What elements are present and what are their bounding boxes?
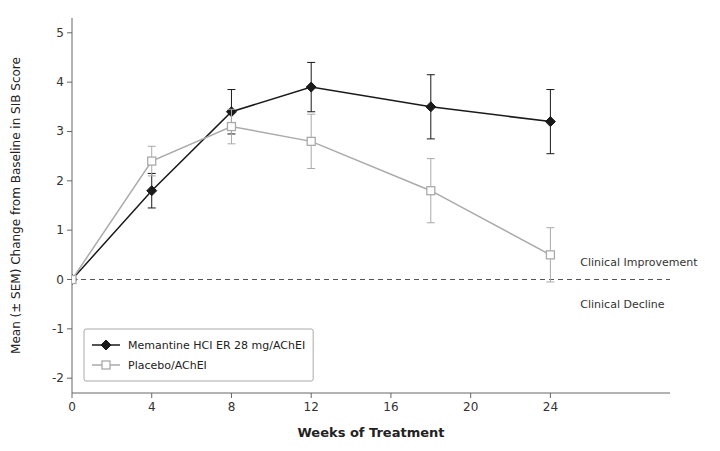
y-tick-label: -1	[52, 322, 64, 336]
y-tick-label: 2	[56, 174, 64, 188]
error-bar	[148, 146, 156, 176]
legend-label: Placebo/AChEI	[128, 359, 207, 372]
point-marker	[307, 137, 315, 145]
x-tick	[550, 393, 551, 398]
series-group	[72, 62, 555, 284]
x-tick-label: 4	[148, 400, 156, 414]
point-marker	[72, 275, 77, 285]
y-tick	[67, 230, 72, 231]
reference-line	[72, 279, 670, 280]
x-tick	[390, 393, 391, 398]
x-tick-label: 8	[228, 400, 236, 414]
point-marker	[72, 276, 76, 284]
point-marker	[545, 117, 555, 127]
y-tick-label: 4	[56, 75, 64, 89]
error-bar	[307, 114, 315, 168]
point-marker	[227, 123, 235, 131]
error-bar	[427, 75, 435, 139]
x-tick-label: 24	[543, 400, 558, 414]
x-tick	[311, 393, 312, 398]
y-tick-label: 1	[56, 223, 64, 237]
point-marker	[427, 187, 435, 195]
error-bar	[546, 228, 554, 282]
plot-area	[72, 62, 670, 284]
x-tick	[72, 393, 73, 398]
y-axis-label: Mean (± SEM) Change from Baseline in SIB…	[9, 57, 23, 354]
y-tick	[67, 180, 72, 181]
y-tick	[67, 378, 72, 379]
x-tick-label: 16	[383, 400, 398, 414]
legend-swatch-marker	[101, 340, 111, 350]
point-marker	[426, 102, 436, 112]
point-marker	[546, 251, 554, 259]
annotation: Clinical Improvement	[580, 256, 698, 269]
series-line	[72, 87, 550, 279]
annotation: Clinical Decline	[580, 298, 665, 311]
x-tick	[470, 393, 471, 398]
error-bar	[148, 173, 156, 208]
legend-label: Memantine HCI ER 28 mg/AChEI	[128, 339, 305, 352]
chart-svg: 04812162024-2-1012345Weeks of TreatmentM…	[0, 0, 720, 451]
y-axis-line	[72, 18, 73, 393]
x-tick-label: 0	[68, 400, 76, 414]
x-axis-label: Weeks of Treatment	[297, 425, 444, 440]
error-bar	[307, 62, 315, 111]
x-tick-label: 20	[463, 400, 478, 414]
x-tick-label: 12	[304, 400, 319, 414]
legend: Memantine HCI ER 28 mg/AChEI Placebo/AChE…	[84, 329, 313, 381]
y-tick	[67, 82, 72, 83]
y-tick-label: 3	[56, 124, 64, 138]
x-tick	[231, 393, 232, 398]
y-tick	[67, 131, 72, 132]
legend-swatch-marker	[102, 361, 110, 369]
series-group	[72, 109, 554, 283]
y-tick-label: 5	[56, 26, 64, 40]
y-tick-label: -2	[52, 371, 64, 385]
point-marker	[147, 186, 157, 196]
error-bar	[427, 159, 435, 223]
y-tick	[67, 32, 72, 33]
point-marker	[148, 157, 156, 165]
y-tick	[67, 279, 72, 280]
x-axis-line	[72, 393, 670, 394]
y-tick	[67, 328, 72, 329]
x-tick	[151, 393, 152, 398]
chart-container: 04812162024-2-1012345Weeks of TreatmentM…	[0, 0, 720, 451]
point-marker	[306, 82, 316, 92]
y-tick-label: 0	[56, 273, 64, 287]
error-bar	[227, 109, 235, 144]
error-bar	[546, 90, 554, 154]
legend-box	[84, 329, 313, 381]
